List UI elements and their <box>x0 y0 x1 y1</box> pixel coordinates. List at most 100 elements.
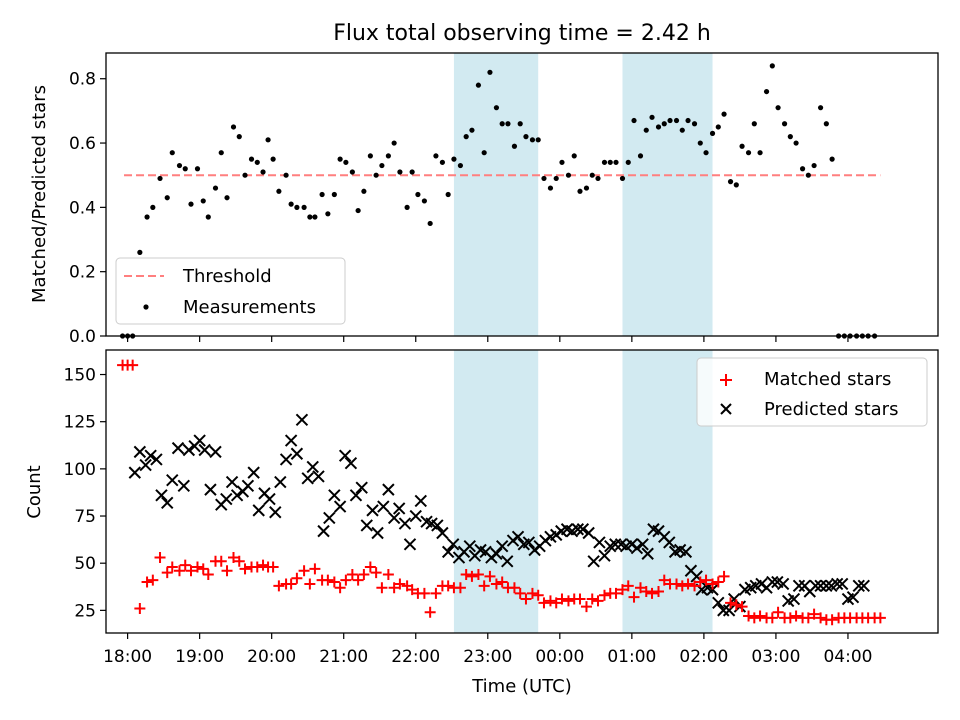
predicted-star-marker <box>511 530 525 543</box>
predicted-star-marker <box>128 466 142 479</box>
measurement-point <box>137 249 143 255</box>
measurement-point <box>607 159 613 165</box>
x-tick-label: 23:00 <box>463 647 512 667</box>
measurement-point <box>559 159 565 165</box>
predicted-star-marker <box>414 494 427 508</box>
predicted-star-marker <box>706 583 719 596</box>
measurement-point <box>547 185 554 191</box>
measurement-point <box>799 166 806 172</box>
shaded-band <box>622 53 713 336</box>
matched-star-marker <box>496 576 508 588</box>
matched-star-marker <box>874 612 886 624</box>
predicted-star-marker <box>522 536 536 549</box>
measurement-point <box>709 130 716 136</box>
predicted-star-marker <box>820 579 833 593</box>
predicted-star-marker <box>344 456 358 470</box>
matched-star-marker <box>754 610 766 622</box>
predicted-star-marker <box>338 449 352 462</box>
predicted-star-marker <box>398 517 412 530</box>
predicted-star-marker <box>371 526 384 540</box>
predicted-star-marker <box>582 526 595 540</box>
predicted-star-marker <box>150 453 163 466</box>
measurement-point <box>703 150 709 156</box>
predicted-star-marker <box>360 519 373 532</box>
matched-star-marker <box>304 578 316 590</box>
matched-star-marker <box>544 595 556 607</box>
legend-predicted-swatch <box>720 403 732 415</box>
matched-star-marker <box>574 593 586 605</box>
measurement-point <box>589 172 595 178</box>
matched-star-marker <box>707 578 719 590</box>
legend-predicted-label: Predicted stars <box>764 399 898 420</box>
measurement-point <box>817 105 824 111</box>
measurement-point <box>157 175 163 182</box>
matched-star-marker <box>233 555 245 567</box>
predicted-star-marker <box>312 470 325 483</box>
measurement-point <box>739 143 745 149</box>
predicted-star-marker <box>852 579 865 593</box>
predicted-star-marker <box>663 536 676 549</box>
matched-star-marker <box>298 565 310 577</box>
matched-star-marker <box>646 587 658 599</box>
predicted-star-marker <box>366 504 379 517</box>
measurement-point <box>242 172 248 178</box>
legend-box <box>696 357 928 427</box>
matched-star-marker <box>790 610 802 622</box>
measurement-point <box>487 69 493 75</box>
top-panel: 0.00.20.40.60.8 Matched/Predicted stars … <box>29 52 939 347</box>
matched-star-marker <box>309 563 321 575</box>
measurement-point <box>745 150 752 156</box>
predicted-star-marker <box>630 541 644 555</box>
matched-star-marker <box>364 561 376 573</box>
top-panel-legend: Threshold Measurements <box>115 257 346 325</box>
predicted-star-marker <box>161 496 174 510</box>
measurement-point <box>751 121 757 127</box>
measurement-point <box>355 207 361 214</box>
bottom-panel-y-axis-label: Count <box>24 465 45 518</box>
matched-star-marker <box>802 612 814 624</box>
matched-star-marker <box>202 569 214 581</box>
measurement-point <box>811 162 817 169</box>
measurement-point <box>553 175 559 182</box>
predicted-star-marker <box>241 479 255 493</box>
measurement-point <box>230 124 237 130</box>
measurement-point <box>775 105 781 111</box>
matched-star-marker <box>197 563 209 575</box>
matched-star-marker <box>586 593 598 605</box>
predicted-star-marker <box>144 449 157 462</box>
matched-star-marker <box>766 612 778 624</box>
predicted-star-marker <box>636 538 649 551</box>
measurement-point <box>523 134 529 140</box>
predicted-star-marker <box>463 540 476 553</box>
measurement-point <box>349 169 355 175</box>
measurement-point <box>248 156 255 162</box>
predicted-star-marker <box>306 460 319 474</box>
matched-star-marker <box>712 576 724 588</box>
measurement-point <box>445 191 451 198</box>
matched-star-marker <box>239 563 251 575</box>
predicted-star-marker <box>598 549 611 562</box>
x-tick-label: 19:00 <box>175 647 224 667</box>
predicted-star-marker <box>263 492 276 506</box>
matched-star-marker <box>394 578 406 590</box>
matched-star-marker <box>466 570 478 582</box>
matched-star-marker <box>484 570 496 582</box>
matched-star-marker <box>520 593 532 605</box>
matched-star-marker <box>700 574 712 586</box>
predicted-star-marker <box>269 506 282 519</box>
measurement-point <box>415 191 421 198</box>
top-panel-y-axis-label: Matched/Predicted stars <box>29 85 50 303</box>
measurement-point <box>499 121 505 127</box>
matched-star-marker <box>173 565 185 577</box>
measurement-point <box>421 198 427 204</box>
matched-star-marker <box>334 582 346 594</box>
measurement-point <box>793 140 799 146</box>
predicted-star-marker <box>776 577 790 591</box>
measurement-point <box>307 214 313 220</box>
measurement-point <box>150 204 156 210</box>
measurement-point <box>397 169 403 175</box>
matched-star-marker <box>671 578 683 590</box>
matched-star-markers <box>117 359 886 626</box>
matched-star-marker <box>653 585 665 597</box>
top-panel-y-ticks: 0.0 0.2 0.4 0.6 0.8 <box>69 70 106 347</box>
